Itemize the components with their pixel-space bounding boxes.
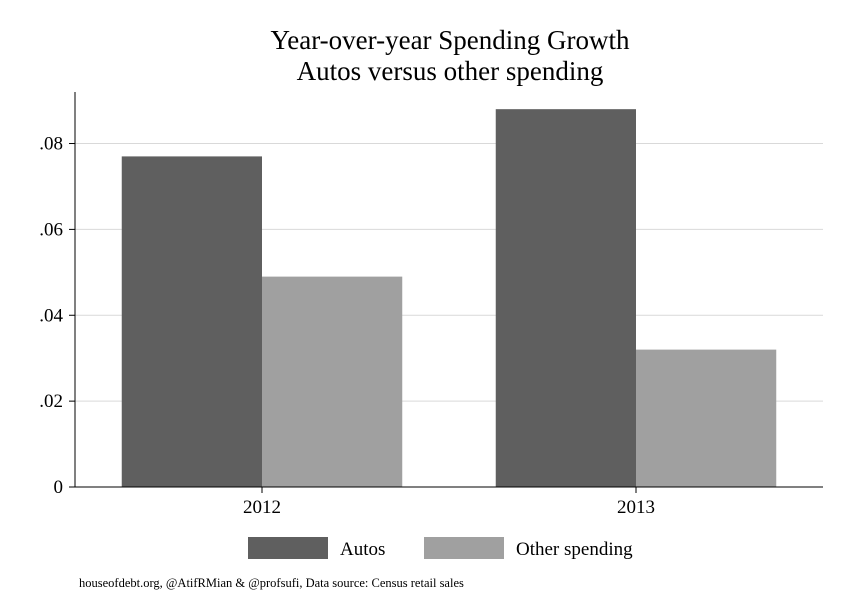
bar-other-spending-2013 — [636, 349, 777, 487]
legend-label: Other spending — [516, 539, 633, 560]
x-tick-label: 2013 — [617, 497, 655, 518]
bar-autos-2013 — [495, 109, 636, 487]
bar-autos-2012 — [121, 156, 262, 488]
chart-subtitle: Autos versus other spending — [297, 56, 604, 86]
legend-swatch — [424, 537, 504, 559]
y-tick-label: .06 — [39, 219, 63, 240]
bar-other-spending-2012 — [262, 276, 403, 487]
y-ticks: 0 .02 .04 .06 .08 — [39, 134, 75, 498]
y-tick-label: .08 — [39, 134, 63, 155]
y-tick-label: .02 — [39, 391, 63, 412]
y-tick-label: .04 — [39, 305, 63, 326]
legend-swatch — [248, 537, 328, 559]
x-ticks: 2012 2013 — [243, 487, 655, 518]
legend: Autos Other spending — [248, 537, 633, 560]
y-tick-label: 0 — [54, 477, 64, 498]
source-note: houseofdebt.org, @AtifRMian & @profsufi,… — [79, 576, 464, 590]
x-tick-label: 2012 — [243, 497, 281, 518]
bars — [121, 109, 777, 488]
legend-label: Autos — [340, 539, 385, 560]
chart-title: Year-over-year Spending Growth — [270, 25, 630, 55]
